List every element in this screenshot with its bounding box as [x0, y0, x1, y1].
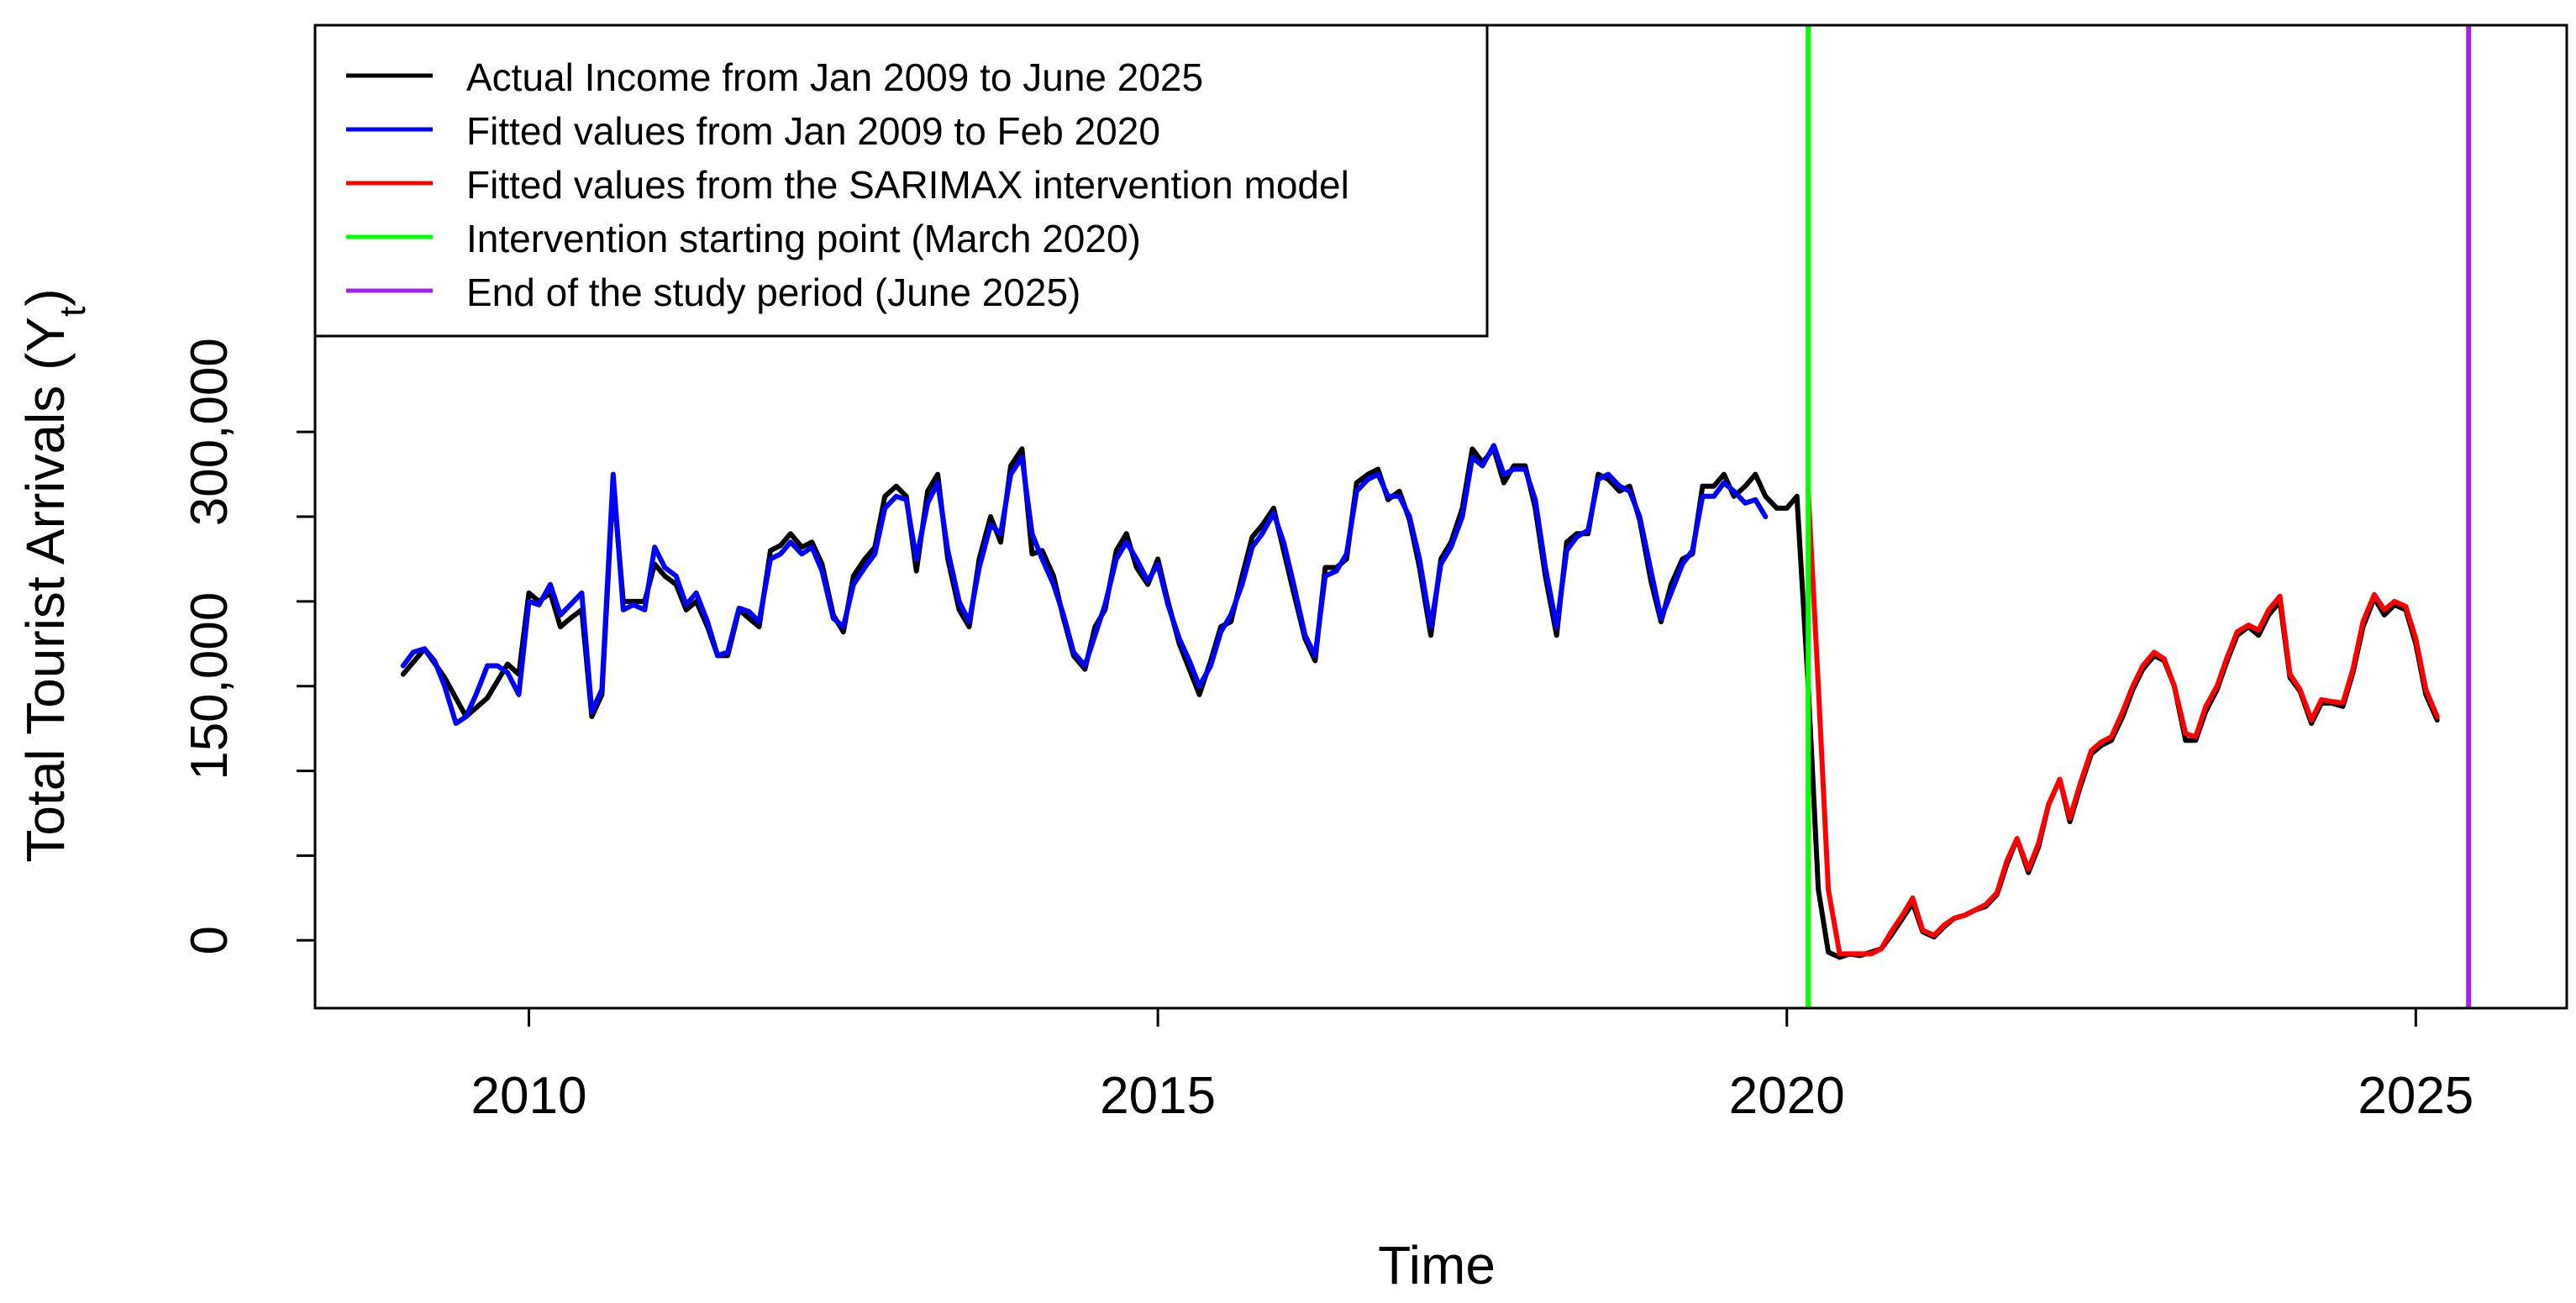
- y-tick-label: 0: [181, 926, 239, 954]
- x-tick-label: 2010: [471, 1067, 587, 1125]
- y-axis-title: Total Tourist Arrivals (Yt): [15, 288, 93, 862]
- legend-label: Intervention starting point (March 2020): [466, 217, 1141, 260]
- y-axis: 0 150,000 300,000: [181, 338, 315, 955]
- x-axis: 2010 2015 2020 2025: [471, 1008, 2473, 1125]
- legend-label: End of the study period (June 2025): [466, 271, 1080, 314]
- series-line-fitted: [400, 443, 1769, 727]
- y-axis-title-subscript: t: [52, 307, 93, 317]
- y-axis-title-main: Total Tourist Arrivals (Y: [15, 317, 76, 863]
- series-line-intervention: [1806, 488, 2440, 957]
- legend-label: Fitted values from Jan 2009 to Feb 2020: [466, 109, 1160, 153]
- x-tick-label: 2015: [1100, 1067, 1216, 1125]
- y-axis-title-close: ): [15, 288, 76, 306]
- x-tick-label: 2025: [2358, 1067, 2473, 1125]
- legend-items: Actual Income from Jan 2009 to June 2025…: [346, 55, 1349, 314]
- y-tick-label: 150,000: [181, 592, 239, 780]
- legend: Actual Income from Jan 2009 to June 2025…: [313, 24, 1489, 338]
- vline-layer: [1806, 25, 2472, 1008]
- x-tick-label: 2020: [1729, 1067, 1845, 1125]
- legend-box: [313, 24, 1489, 338]
- y-tick-label: 300,000: [181, 338, 239, 526]
- series-line-actual: [400, 446, 2440, 960]
- x-axis-title: Time: [1378, 1235, 1496, 1295]
- legend-label: Fitted values from the SARIMAX intervent…: [466, 163, 1349, 207]
- series-layer: [400, 443, 2440, 960]
- legend-label: Actual Income from Jan 2009 to June 2025: [466, 55, 1203, 99]
